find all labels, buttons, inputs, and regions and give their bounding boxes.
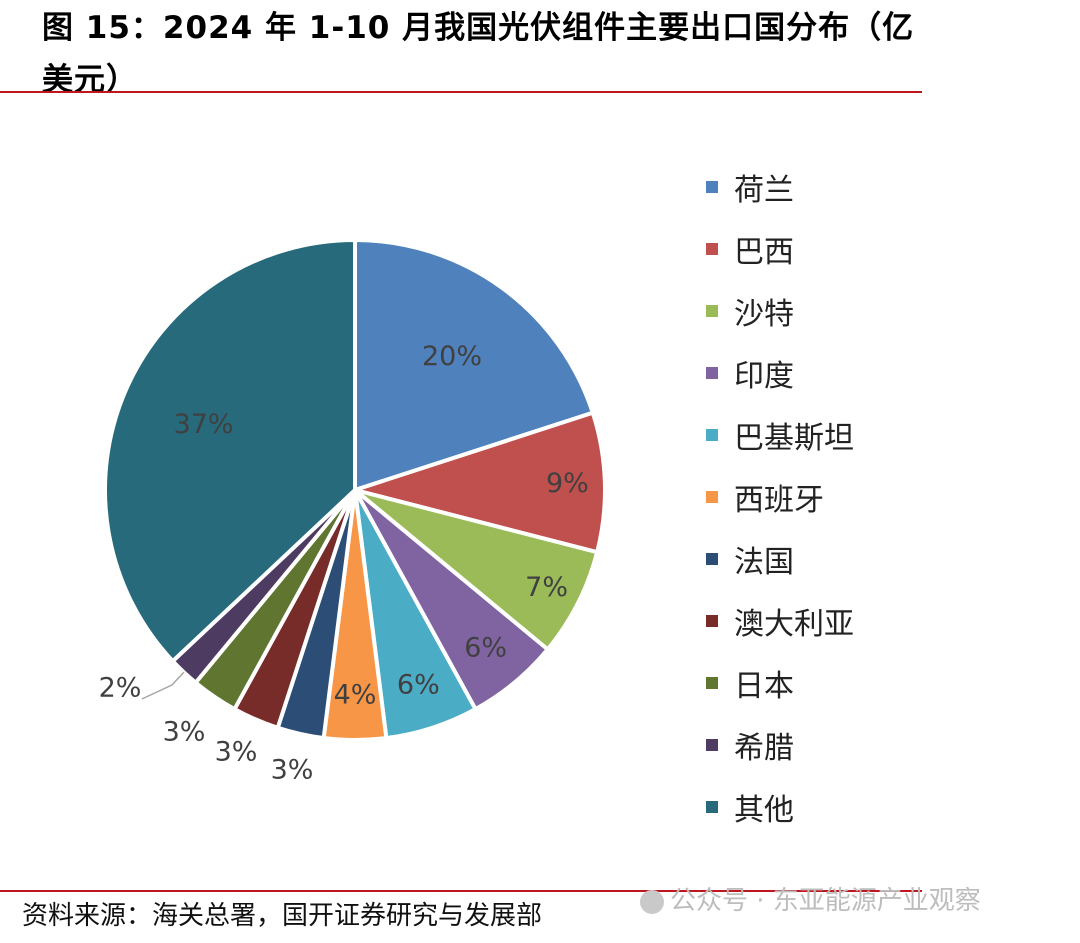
legend-swatch	[706, 677, 718, 689]
leader-line-10	[141, 671, 185, 700]
legend-swatch	[706, 429, 718, 441]
legend-swatch	[706, 615, 718, 627]
title-divider	[0, 91, 922, 93]
legend-item-2: 巴西	[706, 218, 946, 280]
legend-swatch	[706, 305, 718, 317]
data-label-4: 6%	[464, 632, 507, 663]
legend-item-8: 澳大利亚	[706, 590, 946, 652]
legend-item-5: 巴基斯坦	[706, 404, 946, 466]
legend-label: 希腊	[734, 731, 794, 766]
legend-swatch	[706, 181, 718, 193]
pie-slice-2	[353, 410, 607, 555]
pie-slice-3	[353, 488, 600, 652]
legend-swatch	[706, 367, 718, 379]
wechat-icon	[640, 889, 664, 914]
data-label-9: 3%	[163, 717, 206, 748]
data-label-3: 7%	[525, 572, 568, 603]
data-label-6: 4%	[334, 680, 377, 711]
legend-label: 巴基斯坦	[734, 421, 854, 456]
chart-legend: 荷兰巴西沙特印度巴基斯坦西班牙法国澳大利亚日本希腊其他	[706, 156, 946, 838]
data-label-2: 9%	[546, 468, 589, 499]
data-label-7: 3%	[271, 755, 314, 786]
legend-swatch	[706, 243, 718, 255]
legend-item-10: 希腊	[706, 714, 946, 776]
pie-slice-11	[103, 238, 357, 664]
legend-swatch	[706, 801, 718, 813]
watermark: 公众号 · 东亚能源产业观察	[640, 880, 981, 917]
legend-item-11: 其他	[706, 776, 946, 838]
legend-label: 沙特	[734, 297, 794, 332]
data-label-5: 6%	[397, 669, 440, 700]
legend-swatch	[706, 739, 718, 751]
source-note: 资料来源：海关总署，国开证券研究与发展部	[22, 901, 543, 931]
data-label-10: 2%	[99, 673, 142, 704]
legend-label: 巴西	[734, 235, 794, 270]
legend-item-6: 西班牙	[706, 466, 946, 528]
data-label-8: 3%	[215, 737, 258, 768]
legend-label: 日本	[734, 669, 794, 704]
footer-divider	[0, 890, 922, 892]
legend-swatch	[706, 553, 718, 565]
legend-label: 其他	[734, 793, 794, 828]
watermark-text: 公众号 · 东亚能源产业观察	[670, 886, 981, 916]
data-label-11: 37%	[174, 409, 234, 440]
data-label-1: 20%	[422, 341, 482, 372]
legend-label: 西班牙	[734, 483, 824, 518]
chart-title: 图 15：2024 年 1-10 月我国光伏组件主要出口国分布（亿美元）	[42, 10, 915, 98]
legend-item-4: 印度	[706, 342, 946, 404]
legend-item-7: 法国	[706, 528, 946, 590]
legend-label: 澳大利亚	[734, 607, 854, 642]
legend-label: 法国	[734, 545, 794, 580]
legend-swatch	[706, 491, 718, 503]
legend-item-3: 沙特	[706, 280, 946, 342]
legend-label: 荷兰	[734, 173, 794, 208]
pie-slice-1	[353, 238, 595, 492]
legend-item-9: 日本	[706, 652, 946, 714]
legend-label: 印度	[734, 359, 794, 394]
legend-item-1: 荷兰	[706, 156, 946, 218]
